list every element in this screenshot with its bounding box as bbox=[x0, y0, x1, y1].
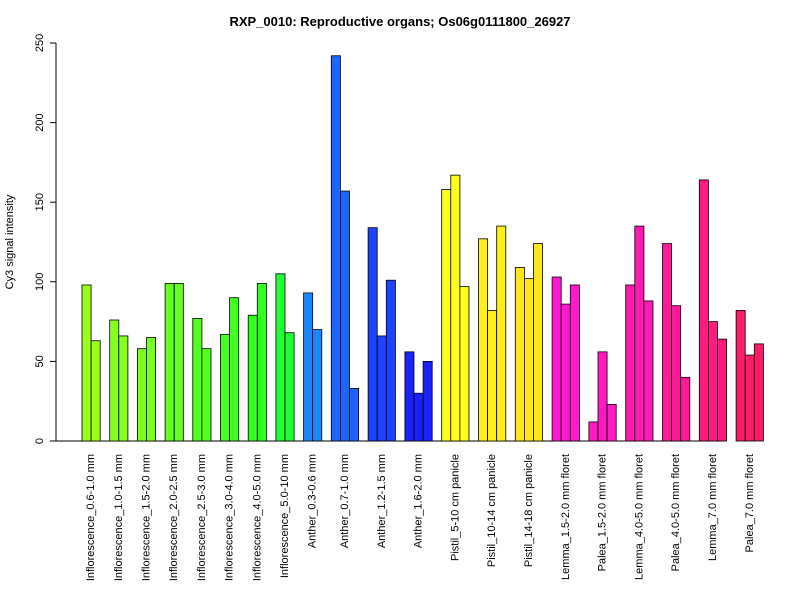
bar-3-0 bbox=[164, 282, 175, 442]
bar-0-0 bbox=[81, 284, 92, 442]
bar-20-1 bbox=[744, 354, 755, 442]
bars bbox=[81, 55, 764, 442]
bar-17-1 bbox=[634, 225, 645, 442]
y-axis-label: Cy3 signal intensity bbox=[4, 194, 16, 289]
bar-18-1 bbox=[671, 305, 682, 442]
x-tick-label-13: Pistil_10-14 cm panicle bbox=[486, 454, 498, 567]
bar-2-0 bbox=[136, 348, 147, 442]
bar-20-0 bbox=[735, 310, 746, 442]
y-tick-label: 100 bbox=[34, 273, 46, 291]
bar-11-2 bbox=[422, 360, 433, 442]
bar-6-0 bbox=[247, 314, 258, 442]
x-tick-label-19: Lemma_7.0 mm floret bbox=[707, 454, 719, 561]
bar-10-1 bbox=[376, 335, 387, 442]
x-tick-label-11: Anther_1.6-2.0 mm bbox=[413, 454, 425, 548]
y-tick-label: 200 bbox=[34, 113, 46, 131]
bar-11-1 bbox=[413, 392, 424, 442]
bar-3-1 bbox=[173, 282, 184, 442]
bar-17-2 bbox=[643, 300, 654, 442]
bar-19-2 bbox=[717, 338, 728, 442]
bar-19-0 bbox=[698, 179, 709, 442]
bar-13-2 bbox=[496, 225, 507, 442]
bar-5-1 bbox=[229, 297, 240, 442]
bar-18-0 bbox=[662, 243, 673, 442]
bar-9-0 bbox=[330, 55, 341, 442]
bar-14-2 bbox=[533, 243, 544, 442]
bar-14-0 bbox=[514, 267, 525, 442]
bar-8-1 bbox=[312, 329, 323, 442]
bar-9-1 bbox=[339, 190, 350, 442]
bar-4-0 bbox=[192, 318, 203, 442]
x-tick-label-6: Inflorescence_4.0-5.0 mm bbox=[251, 454, 263, 581]
bar-19-1 bbox=[708, 321, 718, 442]
bar-2-1 bbox=[146, 337, 157, 442]
bar-8-0 bbox=[303, 292, 314, 442]
x-tick-label-15: Lemma_1.5-2.0 mm floret bbox=[560, 454, 572, 580]
bar-1-0 bbox=[109, 319, 120, 442]
bar-13-1 bbox=[487, 310, 498, 442]
y-tick-label: 250 bbox=[34, 34, 46, 52]
bar-15-0 bbox=[551, 276, 562, 442]
x-tick-label-18: Palea_4.0-5.0 mm floret bbox=[670, 454, 682, 571]
x-tick-label-17: Lemma_4.0-5.0 mm floret bbox=[633, 454, 645, 580]
bar-6-1 bbox=[256, 282, 267, 442]
x-tick-label-3: Inflorescence_2.0-2.5 mm bbox=[168, 454, 180, 581]
bar-4-1 bbox=[201, 348, 212, 442]
bar-12-1 bbox=[450, 174, 461, 442]
x-tick-label-5: Inflorescence_3.0-4.0 mm bbox=[224, 454, 236, 581]
x-tick-label-14: Pistil_14-18 cm panicle bbox=[523, 454, 535, 567]
bar-9-2 bbox=[349, 388, 360, 442]
chart-title: RXP_0010: Reproductive organs; Os06g0111… bbox=[229, 14, 570, 29]
bar-14-1 bbox=[524, 278, 534, 442]
bar-5-0 bbox=[220, 333, 231, 442]
y-tick-label: 50 bbox=[34, 355, 46, 367]
bar-16-1 bbox=[597, 351, 608, 442]
y-axis: 0 50 100 150 200 250 bbox=[34, 34, 57, 444]
x-tick-label-0: Inflorescence_0.6-1.0 mm bbox=[85, 454, 97, 581]
bar-17-0 bbox=[625, 284, 636, 442]
x-tick-label-10: Anther_1.2-1.5 mm bbox=[376, 454, 388, 548]
bar-7-1 bbox=[284, 332, 295, 442]
bar-13-0 bbox=[478, 238, 489, 442]
x-tick-label-8: Anther_0.3-0.6 mm bbox=[307, 454, 319, 548]
x-tick-label-1: Inflorescence_1.0-1.5 mm bbox=[113, 454, 125, 581]
bar-15-1 bbox=[560, 303, 571, 442]
bar-20-2 bbox=[753, 343, 764, 442]
bar-11-0 bbox=[404, 351, 415, 442]
bar-16-2 bbox=[606, 403, 617, 442]
bar-7-0 bbox=[275, 273, 286, 442]
x-category-labels: Inflorescence_0.6-1.0 mm Inflorescence_1.… bbox=[85, 454, 756, 581]
bar-10-0 bbox=[367, 227, 378, 442]
x-tick-label-2: Inflorescence_1.5-2.0 mm bbox=[141, 454, 153, 581]
x-tick-label-7: Inflorescence_5.0-10 mm bbox=[279, 454, 291, 578]
x-tick-label-20: Palea_7.0 mm floret bbox=[744, 454, 756, 552]
bar-12-2 bbox=[459, 286, 470, 442]
x-tick-label-12: Pistil_5-10 cm panicle bbox=[449, 454, 461, 561]
y-tick-label: 150 bbox=[34, 193, 46, 211]
y-tick-label: 0 bbox=[34, 438, 46, 444]
x-tick-label-9: Anther_0.7-1.0 mm bbox=[339, 454, 351, 548]
bar-12-0 bbox=[441, 189, 452, 442]
bar-0-1 bbox=[90, 340, 101, 442]
bar-1-1 bbox=[118, 335, 129, 442]
bar-15-2 bbox=[569, 284, 580, 442]
bar-10-2 bbox=[385, 279, 396, 442]
bar-18-2 bbox=[680, 376, 691, 442]
bar-16-0 bbox=[588, 421, 599, 442]
x-tick-label-16: Palea_1.5-2.0 mm floret bbox=[597, 454, 609, 571]
x-tick-label-4: Inflorescence_2.5-3.0 mm bbox=[196, 454, 208, 581]
